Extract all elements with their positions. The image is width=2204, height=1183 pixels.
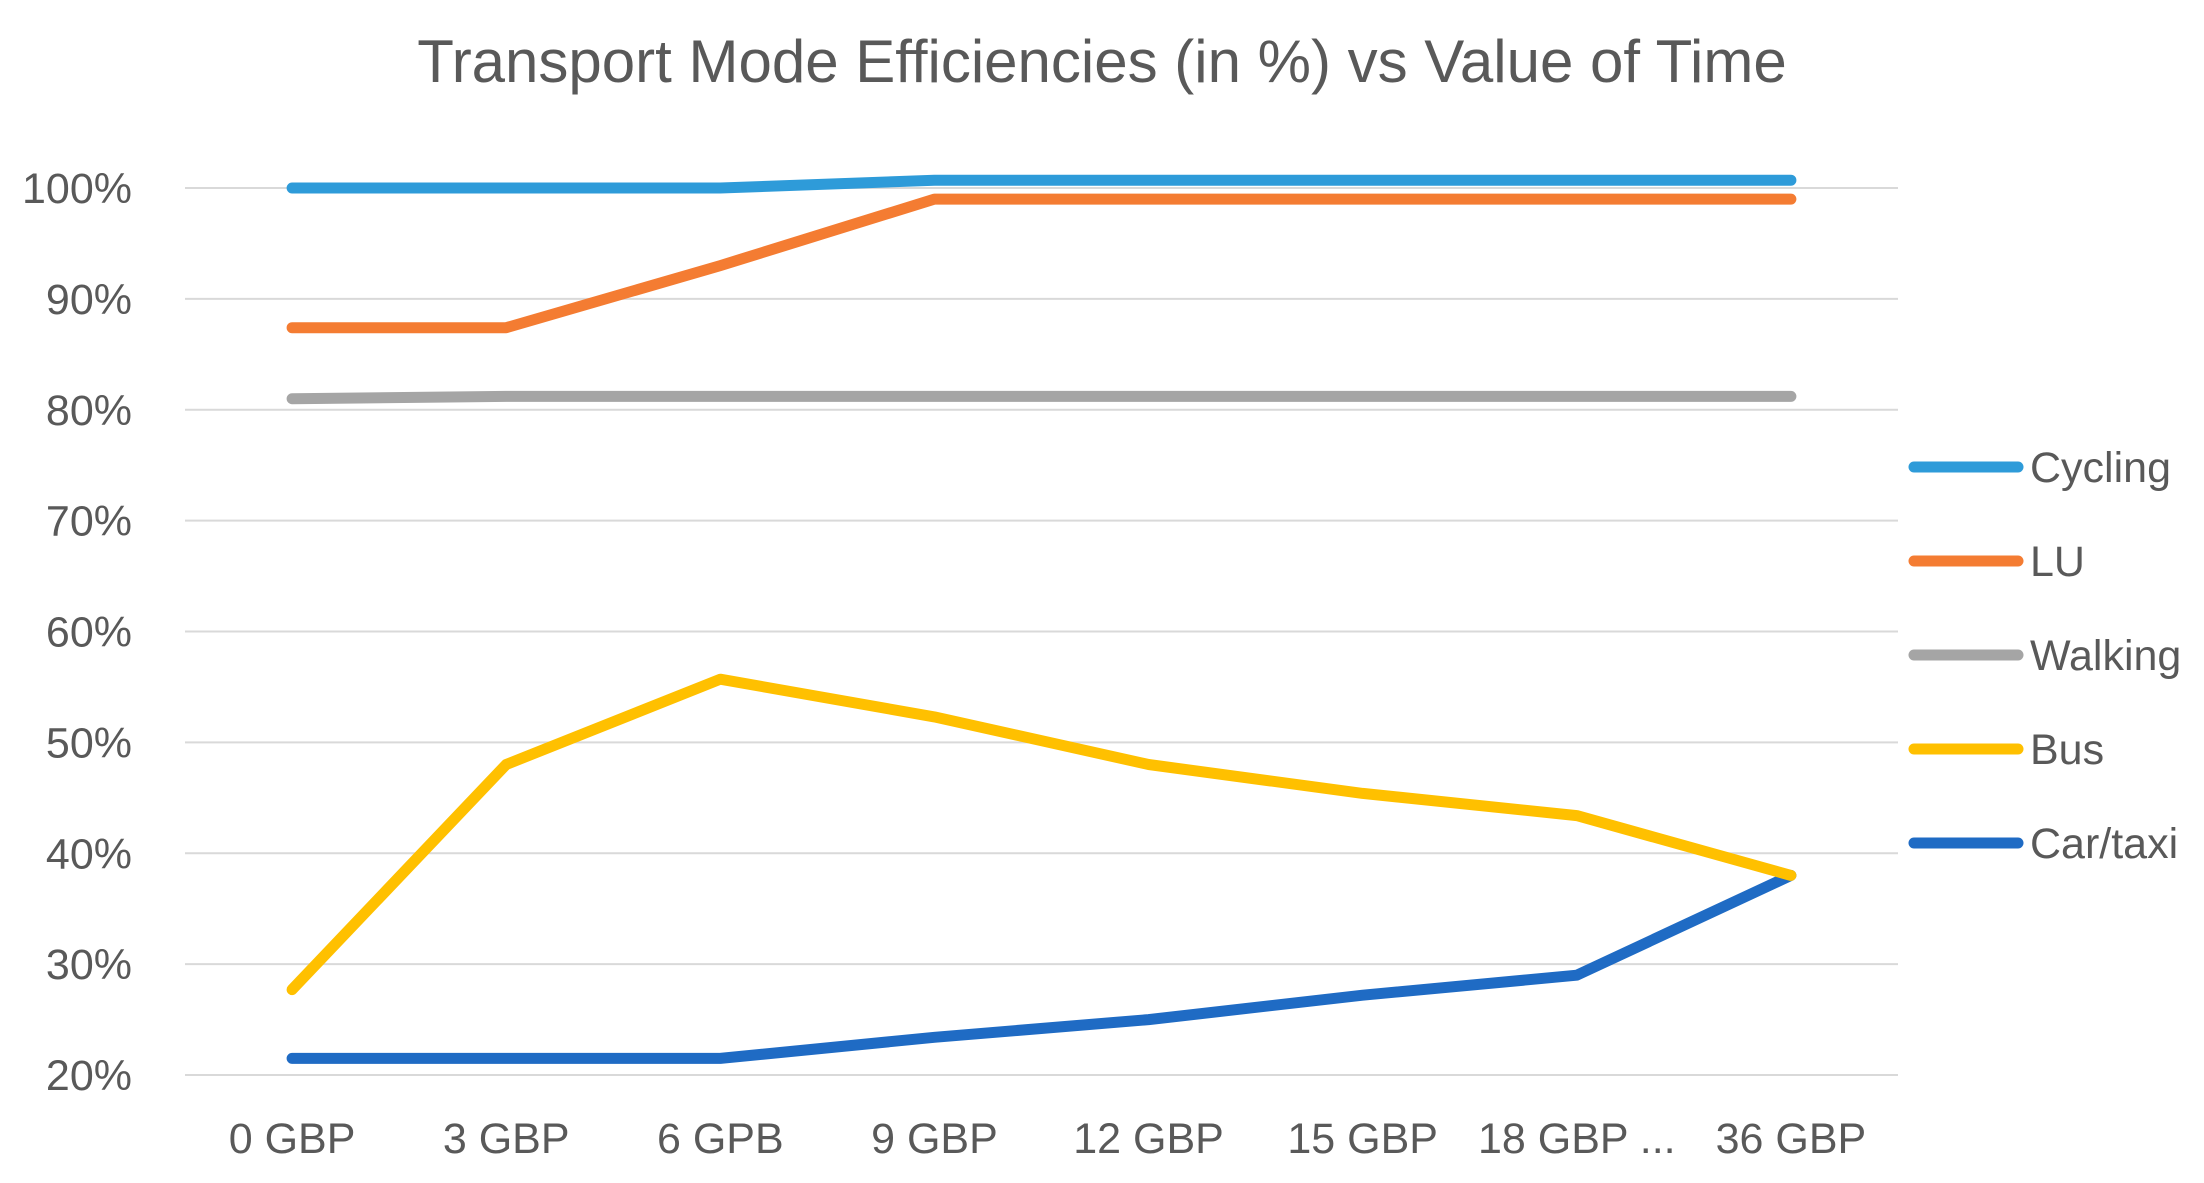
y-tick-label: 90% [46,276,132,324]
series-lines [286,174,1797,1064]
y-tick-label: 100% [22,165,132,213]
x-tick-label: 15 GBP [1287,1115,1438,1163]
legend: Cycling LU Walking Bus Car/taxi [1908,444,2181,868]
y-tick-label: 40% [46,830,132,878]
legend-label: Cycling [2030,444,2171,492]
legend-item-lu: LU [1908,538,2085,586]
chart-title: Transport Mode Efficiencies (in %) vs Va… [417,28,1786,95]
y-tick-label: 50% [46,719,132,767]
series-line-lu [286,193,1797,334]
y-tick-label: 30% [46,941,132,989]
legend-item-bus: Bus [1908,726,2104,774]
legend-label: Car/taxi [2030,820,2178,868]
x-tick-label: 3 GBP [443,1115,570,1163]
legend-label: Bus [2030,726,2104,774]
series-line-bus [286,673,1797,996]
gridlines [185,187,1898,1076]
y-tick-label: 70% [46,498,132,546]
legend-item-car-taxi: Car/taxi [1908,820,2178,868]
series-line-car-taxi [286,869,1797,1064]
y-tick-label: 60% [46,609,132,657]
x-axis-tick-labels: 0 GBP 3 GBP 6 GPB 9 GBP 12 GBP 15 GBP 18 GBP .… [229,1115,1867,1163]
y-tick-label: 20% [46,1052,132,1100]
legend-item-walking: Walking [1908,632,2181,680]
x-tick-label: 18 GBP ... [1478,1115,1676,1163]
x-tick-label: 36 GBP [1716,1115,1867,1163]
legend-label: LU [2030,538,2085,586]
y-axis-tick-labels: 20% 30% 40% 50% 60% 70% 80% 90% 100% [22,165,132,1100]
x-tick-label: 0 GBP [229,1115,356,1163]
x-tick-label: 6 GPB [657,1115,784,1163]
legend-item-cycling: Cycling [1908,444,2171,492]
y-tick-label: 80% [46,387,132,435]
series-line-walking [286,390,1797,405]
x-tick-label: 9 GBP [871,1115,998,1163]
legend-label: Walking [2030,632,2181,680]
series-line-cycling [286,174,1797,194]
x-tick-label: 12 GBP [1073,1115,1224,1163]
